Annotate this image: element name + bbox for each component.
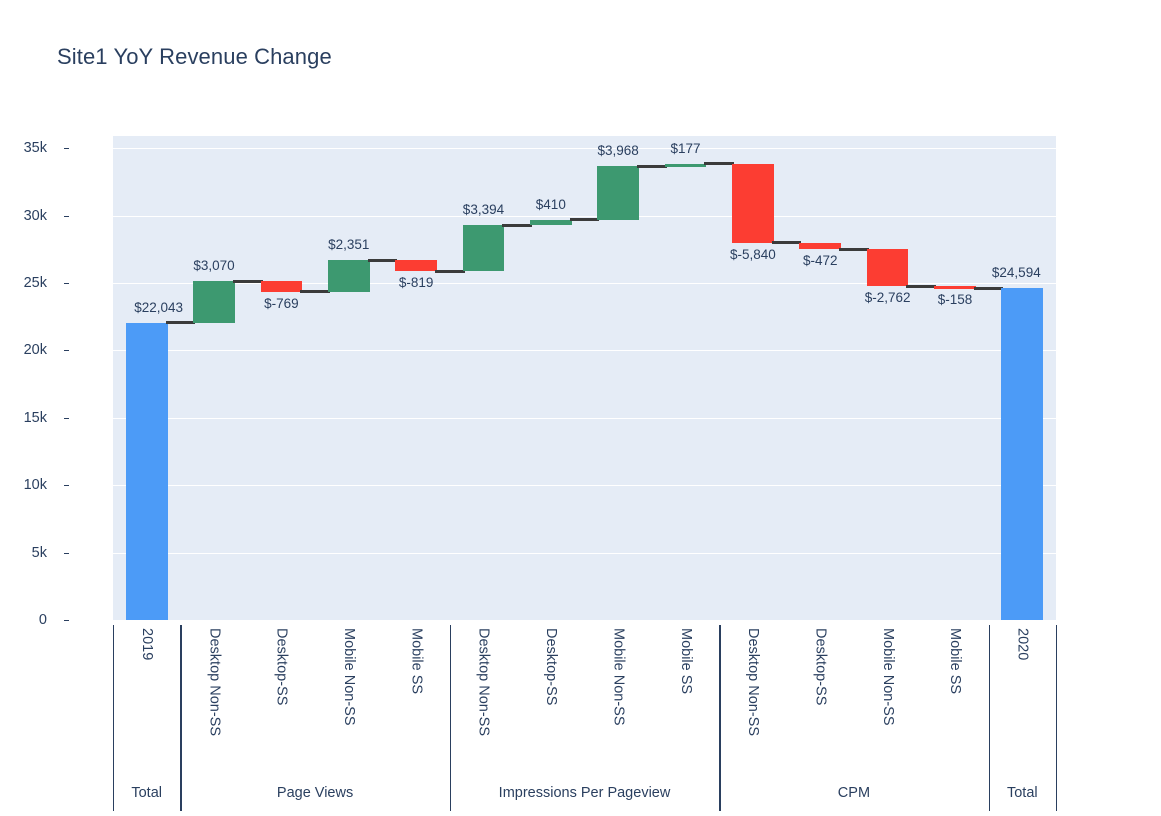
waterfall-bar[interactable] [934, 286, 976, 290]
waterfall-connector [906, 284, 937, 288]
bar-value-label: $3,394 [462, 202, 505, 218]
waterfall-connector [300, 290, 330, 294]
x-axis-category-label: Mobile Non-SS [341, 628, 357, 726]
bar-value-label: $-819 [398, 275, 434, 291]
bar-value-label: $24,594 [991, 265, 1041, 281]
waterfall-connector [434, 269, 465, 273]
x-axis-category-label: 2019 [138, 628, 155, 661]
x-axis-category-label: Mobile Non-SS [879, 628, 896, 726]
bar-value-label: $3,070 [193, 258, 235, 274]
y-axis-tick-label: 25k [23, 274, 47, 291]
x-axis-category-label: Desktop-SS [543, 628, 560, 706]
waterfall-connector [367, 258, 398, 262]
group-separator [180, 625, 182, 811]
x-axis-group-label: Total [1006, 785, 1038, 801]
waterfall-bar[interactable] [462, 225, 505, 272]
gridline [113, 350, 1056, 352]
waterfall-bar[interactable] [1001, 288, 1044, 620]
waterfall-bar[interactable] [799, 242, 842, 250]
waterfall-connector [569, 218, 600, 222]
x-axis-category-label: Mobile Non-SS [610, 628, 627, 726]
x-axis-category-label: Desktop Non-SS [745, 628, 762, 736]
waterfall-bar[interactable] [732, 163, 774, 243]
waterfall-bar[interactable] [866, 249, 909, 287]
bar-value-label: $-769 [264, 295, 299, 311]
waterfall-bar[interactable] [193, 281, 235, 323]
x-axis-category-label: Desktop Non-SS [206, 628, 223, 736]
waterfall-connector [232, 279, 263, 283]
y-axis-tick-label: 15k [23, 409, 47, 426]
y-axis: 0 5k 10k 15k 20k 25k 30k 35k [0, 0, 113, 816]
waterfall-connector [165, 321, 196, 325]
waterfall-connector [637, 164, 667, 168]
page-title: Site1 YoY Revenue Change [57, 44, 332, 69]
bar-value-label: $-2,762 [864, 290, 911, 306]
y-axis-tick-mark [64, 552, 69, 554]
y-axis-tick-mark [64, 350, 69, 352]
x-axis-category-label: Mobile SS [408, 628, 425, 695]
plot-area [113, 136, 1056, 620]
x-axis-group-label: CPM [837, 785, 871, 801]
x-axis-category-label: Mobile SS [947, 628, 964, 695]
y-axis-tick-label: 0 [38, 612, 47, 628]
y-axis-tick-mark [64, 417, 69, 419]
y-axis-tick-mark [64, 148, 69, 150]
waterfall-bar[interactable] [327, 260, 370, 292]
waterfall-bar[interactable] [529, 219, 572, 226]
x-axis-group-label: Total [131, 785, 162, 801]
x-axis-category-label: Desktop-SS [273, 628, 290, 706]
y-axis-tick-mark [64, 485, 69, 487]
y-axis-tick-label: 35k [23, 140, 47, 157]
group-separator [113, 625, 115, 811]
waterfall-connector [973, 286, 1004, 290]
waterfall-bar[interactable] [664, 163, 707, 167]
group-separator [1056, 625, 1058, 811]
waterfall-bar[interactable] [597, 166, 640, 220]
y-axis-tick-label: 20k [23, 342, 47, 359]
gridline [113, 148, 1056, 150]
y-axis-tick-mark [64, 620, 69, 621]
y-axis-tick-label: 5k [31, 544, 47, 561]
bar-value-label: $3,968 [597, 143, 639, 159]
group-separator [988, 625, 990, 811]
waterfall-connector [704, 162, 734, 166]
gridline [113, 282, 1056, 284]
x-axis-category-label: Desktop Non-SS [475, 628, 492, 736]
bar-value-label: $410 [535, 196, 566, 212]
y-axis-tick-mark [64, 215, 69, 217]
waterfall-connector [502, 223, 532, 227]
bar-value-label: $-472 [802, 253, 838, 269]
x-axis-group-label: Impressions Per Pageview [498, 785, 671, 801]
gridline [113, 215, 1056, 217]
gridline [113, 552, 1056, 554]
waterfall-bar[interactable] [260, 281, 303, 292]
y-axis-tick-mark [64, 282, 69, 284]
waterfall-connector [839, 247, 869, 251]
y-axis-tick-label: 30k [23, 207, 47, 224]
bar-value-label: $-5,840 [729, 246, 776, 262]
x-axis-category-label: Desktop-SS [812, 628, 829, 706]
group-separator [449, 625, 452, 811]
bar-value-label: $177 [670, 140, 701, 156]
bar-value-label: $2,351 [328, 237, 370, 253]
y-axis-tick-label: 10k [23, 477, 47, 494]
waterfall-bar[interactable] [125, 322, 168, 620]
bar-value-label: $-158 [937, 292, 973, 308]
x-axis-category-label: 2020 [1014, 628, 1031, 661]
waterfall-connector [771, 241, 802, 245]
waterfall-bar[interactable] [395, 260, 437, 272]
bars-layer: $22,043 $3,070 $-769 $2,351 $-819 $3,394 $410 $… [113, 136, 1056, 620]
bar-value-label: $22,043 [134, 299, 184, 315]
x-axis-group-label: Page Views [276, 785, 354, 801]
group-separator [719, 625, 721, 811]
gridline [113, 485, 1056, 487]
gridline [113, 417, 1056, 419]
x-axis-category-label: Mobile SS [677, 628, 694, 695]
